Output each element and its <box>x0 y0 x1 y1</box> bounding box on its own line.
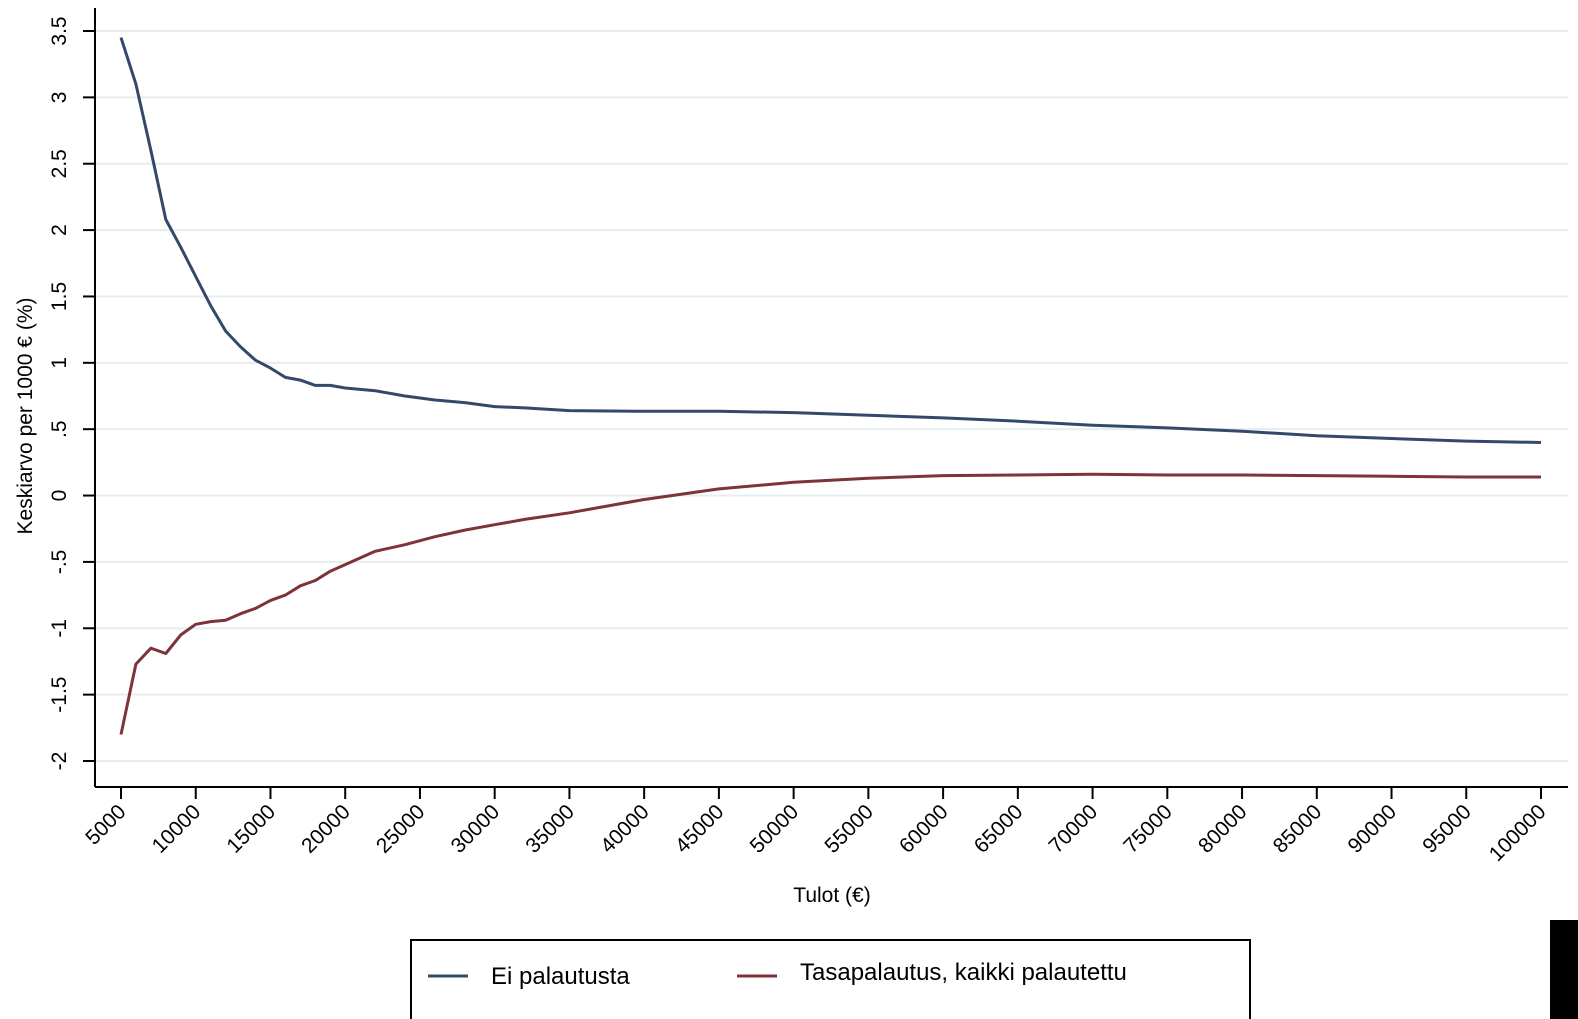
x-tick-label-0: 5000 <box>81 800 130 849</box>
x-tick-label-1: 10000 <box>148 800 206 858</box>
x-tick-label-5: 30000 <box>447 800 505 858</box>
x-tick-label-8: 45000 <box>671 800 729 858</box>
x-tick-label-10: 55000 <box>820 800 878 858</box>
y-tick-label-4: 0 <box>48 490 71 502</box>
series-line-1 <box>119 472 1541 735</box>
y-tick-label-3: -.5 <box>48 550 71 575</box>
y-tick-label-7: 1.5 <box>48 282 71 311</box>
corner-block <box>1550 920 1578 1019</box>
x-tick-label-9: 50000 <box>746 800 804 858</box>
y-tick-label-0: -2 <box>48 752 71 771</box>
series-line-0 <box>119 37 1542 444</box>
x-tick-label-11: 60000 <box>895 800 953 858</box>
y-axis-label: Keskiarvo per 1000 € (%) <box>14 298 37 535</box>
x-tick-label-7: 40000 <box>596 800 654 858</box>
x-tick-label-15: 80000 <box>1194 800 1252 858</box>
y-tick-label-6: 1 <box>48 357 71 369</box>
y-tick-label-1: -1.5 <box>48 677 71 713</box>
x-tick-label-19: 100000 <box>1485 800 1551 866</box>
y-tick-label-5: .5 <box>48 420 71 438</box>
x-tick-label-16: 85000 <box>1269 800 1327 858</box>
x-tick-label-12: 65000 <box>970 800 1028 858</box>
x-tick-label-14: 75000 <box>1119 800 1177 858</box>
x-tick-label-4: 25000 <box>372 800 430 858</box>
series-lines <box>119 37 1542 735</box>
x-tick-label-18: 95000 <box>1418 800 1476 858</box>
x-tick-label-17: 90000 <box>1343 800 1401 858</box>
x-tick-label-6: 35000 <box>521 800 579 858</box>
x-tick-label-13: 70000 <box>1045 800 1103 858</box>
y-tick-label-2: -1 <box>48 619 71 638</box>
y-tick-label-10: 3 <box>48 92 71 104</box>
y-tick-label-11: 3.5 <box>48 16 71 45</box>
legend-label-ei-palautusta: Ei palautusta <box>491 963 630 990</box>
legend-label-tasapalautus: Tasapalautus, kaikki palautettu <box>800 959 1127 986</box>
grid-lines <box>95 30 1568 762</box>
x-tick-label-3: 20000 <box>297 800 355 858</box>
x-tick-label-2: 15000 <box>222 800 280 858</box>
y-tick-label-9: 2.5 <box>48 149 71 178</box>
y-tick-label-8: 2 <box>48 224 71 236</box>
x-axis-label: Tulot (€) <box>793 884 870 907</box>
legend: Ei palautusta Tasapalautus, kaikki palau… <box>410 939 1251 1019</box>
legend-box <box>410 939 1251 1019</box>
